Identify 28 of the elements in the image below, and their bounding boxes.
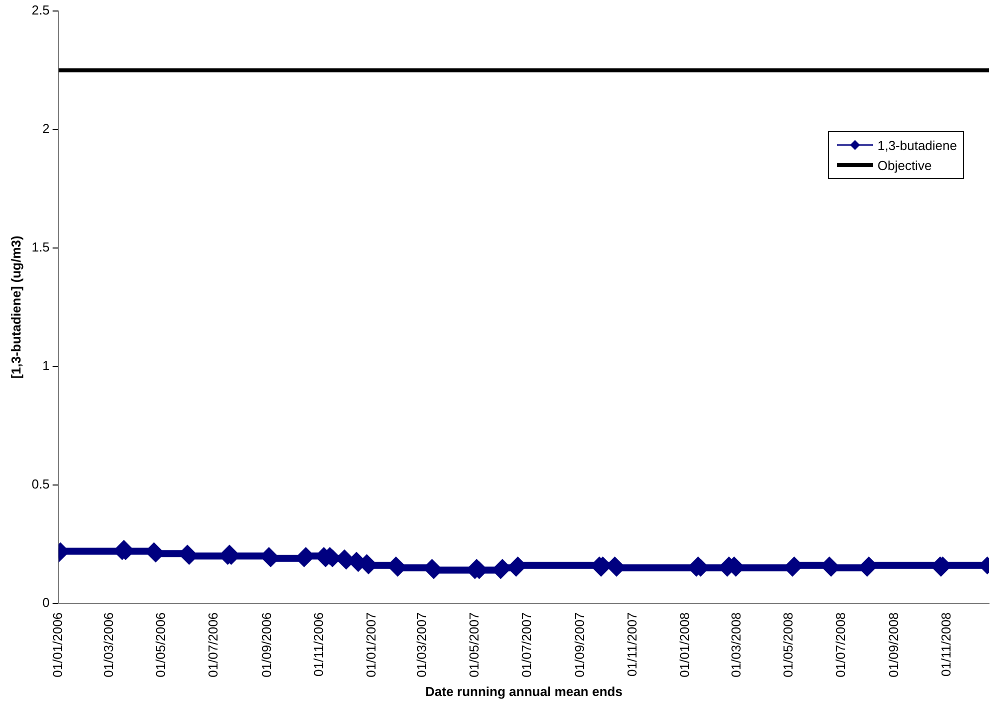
x-tick-label: 01/11/2007: [624, 612, 640, 676]
x-tick-label: 01/05/2006: [153, 612, 168, 678]
x-axis-title: Date running annual mean ends: [425, 684, 622, 699]
x-tick-label: 01/01/2007: [364, 612, 379, 678]
x-tick-label: 01/05/2008: [780, 612, 796, 678]
y-tick-label: 2: [42, 121, 50, 136]
y-tick-label: 1.5: [32, 240, 50, 255]
x-tick-label: 01/11/2008: [938, 612, 954, 676]
x-tick-label: 01/09/2007: [572, 612, 588, 678]
x-tick-label: 01/11/2006: [311, 612, 326, 676]
y-tick-label: 0: [42, 594, 50, 610]
y-tick-label: 1: [42, 358, 50, 373]
y-tick-label: 2.5: [32, 2, 50, 18]
x-tick-label: 01/01/2006: [50, 612, 66, 678]
x-tick-label: 01/07/2007: [518, 612, 534, 678]
x-tick-label: 01/09/2006: [258, 612, 274, 678]
legend-label: Objective: [877, 158, 932, 172]
y-axis-title: [1,3-butadiene] (ug/m3): [8, 236, 24, 379]
legend-label: 1,3-butadiene: [877, 138, 957, 152]
x-tick-label: 01/05/2007: [466, 612, 482, 678]
x-tick-label: 01/07/2008: [832, 612, 848, 678]
x-tick-label: 01/07/2006: [206, 612, 221, 678]
y-tick-label: 0.5: [32, 476, 50, 492]
x-tick-label: 01/03/2007: [414, 612, 430, 678]
x-tick-label: 01/03/2008: [728, 612, 744, 678]
x-tick-label: 01/01/2008: [676, 612, 692, 678]
x-tick-label: 01/09/2008: [886, 612, 902, 678]
x-tick-label: 01/03/2006: [100, 612, 116, 678]
